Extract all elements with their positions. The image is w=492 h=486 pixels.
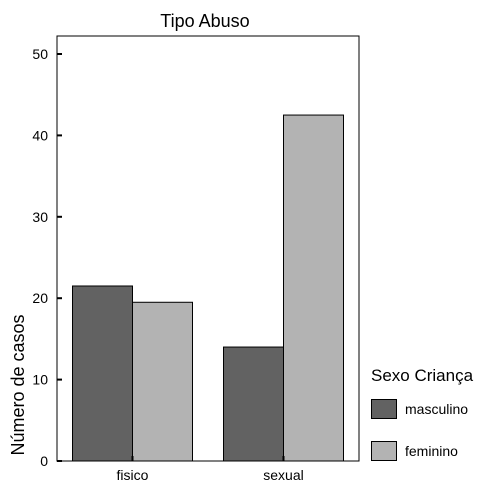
bar-fisico-masculino [72,285,133,462]
legend-swatch-masculino [371,399,397,419]
y-tick-label: 20 [32,290,48,306]
y-axis-label: Número de casos [8,314,28,455]
legend-item-feminino: feminino [371,440,458,462]
bars-group [72,114,344,462]
x-tick-label-fisico: fisico [117,467,149,483]
bar-sexual-feminino [283,114,344,462]
y-tick-label: 0 [40,453,48,469]
legend-label-masculino: masculino [405,401,469,417]
y-tick-label: 50 [32,46,48,62]
y-tick-label: 30 [32,209,48,225]
chart-title: Tipo Abuso [160,11,249,31]
y-tick-label: 10 [32,372,48,388]
legend-title: Sexo Criança [371,366,474,385]
legend-label-feminino: feminino [405,443,458,459]
legend-swatch-feminino [371,441,397,461]
x-tick-label-sexual: sexual [263,467,303,483]
bar-sexual-masculino [223,346,284,462]
legend-item-masculino: masculino [371,398,468,420]
bar-fisico-feminino [132,301,193,462]
x-axis: fisico sexual [117,456,304,483]
y-axis: 0 10 20 30 40 50 [32,46,62,469]
y-tick-label: 40 [32,127,48,143]
